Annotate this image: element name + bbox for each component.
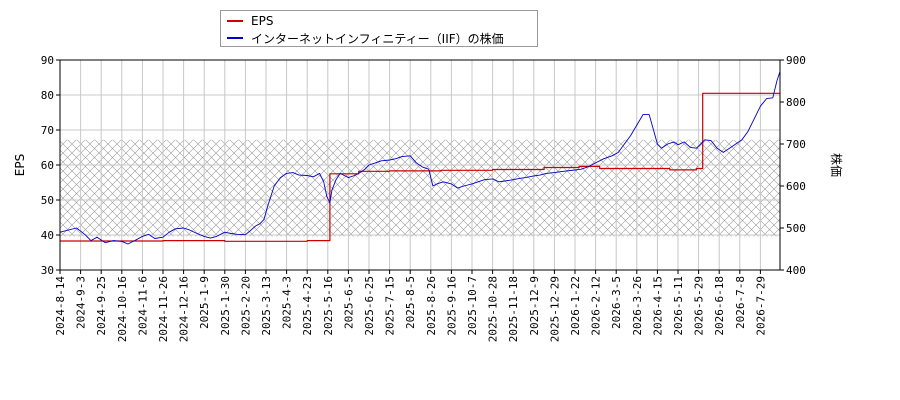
- y-right-tick-label: 600: [786, 180, 806, 193]
- legend-entry-price: インターネットインフィニティー（IIF）の株価: [227, 30, 504, 46]
- legend-label-eps: EPS: [251, 14, 274, 28]
- x-tick-label: 2024-12-16: [178, 276, 191, 342]
- x-tick-label: 2026-3-26: [631, 276, 644, 336]
- x-tick-label: 2026-5-29: [693, 276, 706, 336]
- hatch-rect: [60, 139, 780, 237]
- x-tick-label: 2025-10-7: [466, 276, 479, 336]
- x-tick-label: 2025-6-5: [342, 276, 355, 329]
- legend-entry-eps: EPS: [227, 13, 273, 29]
- x-tick-label: 2024-8-14: [54, 276, 67, 336]
- x-tick-label: 2024-9-3: [75, 276, 88, 329]
- x-tick-label: 2026-6-18: [713, 276, 726, 336]
- y-left-tick-label: 90: [41, 54, 54, 67]
- legend-label-price: インターネットインフィニティー（IIF）の株価: [251, 31, 504, 46]
- x-tick-label: 2025-4-3: [281, 276, 294, 329]
- ticks: 30 40 50 60 70 80 90 400 500 600 700 800 900 2024-8-1…: [41, 54, 806, 342]
- x-tick-label: 2024-11-26: [157, 276, 170, 342]
- legend: EPS インターネットインフィニティー（IIF）の株価: [220, 10, 538, 47]
- x-tick-label: 2026-5-11: [672, 276, 685, 336]
- grid: [59, 59, 780, 271]
- y-axis-right-label: 株価: [829, 153, 844, 177]
- series-price-line: [60, 70, 780, 245]
- y-left-tick-label: 60: [41, 159, 54, 172]
- x-tick-label: 2024-10-16: [116, 276, 129, 342]
- legend-swatch-eps: [227, 20, 243, 22]
- x-tick-label: 2025-4-23: [301, 276, 314, 336]
- x-tick-label: 2024-11-6: [136, 276, 149, 336]
- x-tick-label: 2025-9-16: [445, 276, 458, 336]
- y-left-tick-label: 40: [41, 229, 54, 242]
- y-right-tick-label: 400: [786, 264, 806, 277]
- x-tick-label: 2025-5-16: [322, 276, 335, 336]
- x-tick-label: 2024-9-25: [95, 276, 108, 336]
- x-tick-label: 2025-8-5: [404, 276, 417, 329]
- y-left-tick-label: 50: [41, 194, 54, 207]
- x-tick-label: 2025-12-9: [528, 276, 541, 336]
- x-tick-label: 2026-2-12: [590, 276, 603, 336]
- series-eps-line: [60, 92, 780, 242]
- y-left-tick-label: 80: [41, 89, 54, 102]
- x-tick-label: 2026-7-29: [754, 276, 767, 336]
- legend-swatch-price: [227, 37, 243, 39]
- x-tick-label: 2025-1-9: [198, 276, 211, 329]
- x-tick-label: 2026-4-15: [651, 276, 664, 336]
- y-right-tick-label: 800: [786, 96, 806, 109]
- y-left-tick-label: 70: [41, 124, 54, 137]
- x-tick-label: 2025-8-26: [425, 276, 438, 336]
- x-tick-label: 2025-3-13: [260, 276, 273, 336]
- x-tick-label: 2026-7-8: [734, 276, 747, 329]
- series-layer: [60, 70, 780, 245]
- x-tick-label: 2025-10-28: [487, 276, 500, 342]
- x-tick-label: 2025-7-15: [384, 276, 397, 336]
- hatched-band: [60, 139, 780, 237]
- x-tick-label: 2025-12-29: [548, 276, 561, 342]
- y-left-tick-label: 30: [41, 264, 54, 277]
- x-tick-label: 2025-11-18: [507, 276, 520, 342]
- y-axis-left-label: EPS: [13, 154, 27, 176]
- y-right-tick-label: 500: [786, 222, 806, 235]
- x-tick-label: 2026-1-22: [569, 276, 582, 336]
- x-tick-label: 2025-2-20: [239, 276, 252, 336]
- y-right-tick-label: 900: [786, 54, 806, 67]
- x-tick-label: 2026-3-5: [610, 276, 623, 329]
- y-right-tick-label: 700: [786, 138, 806, 151]
- x-tick-label: 2025-1-30: [219, 276, 232, 336]
- x-tick-label: 2025-6-25: [363, 276, 376, 336]
